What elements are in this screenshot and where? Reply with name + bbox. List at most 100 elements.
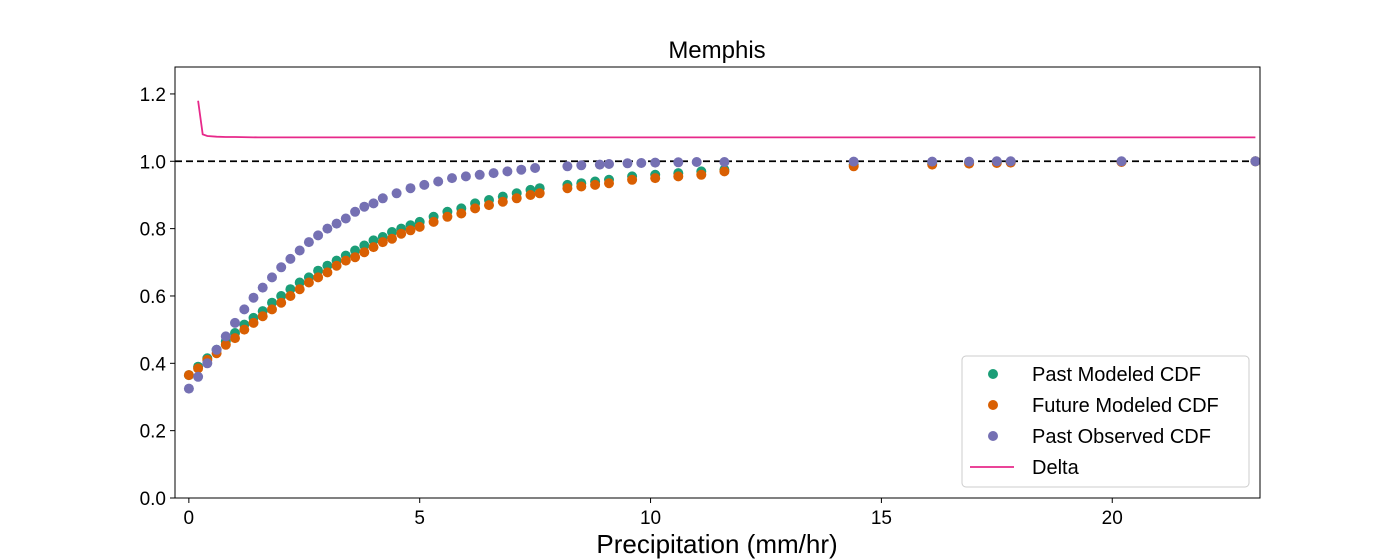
y-tick-label: 0.4	[140, 354, 167, 375]
legend-marker	[988, 400, 998, 410]
data-point	[433, 176, 444, 187]
data-point	[964, 156, 975, 167]
data-point	[359, 201, 370, 212]
legend-label: Past Observed CDF	[1032, 426, 1211, 448]
data-point	[719, 166, 730, 177]
plot-area	[175, 100, 1261, 394]
data-point	[927, 156, 938, 167]
data-point	[650, 157, 661, 168]
data-point	[230, 333, 240, 344]
legend-marker	[988, 431, 998, 441]
series-2	[183, 156, 1261, 394]
data-point	[322, 267, 333, 278]
data-point	[193, 363, 204, 374]
data-point	[442, 211, 453, 222]
data-point	[719, 157, 730, 167]
data-point	[220, 331, 231, 342]
x-tick-label: 0	[184, 508, 195, 529]
data-point	[331, 218, 342, 229]
data-point	[267, 304, 277, 315]
data-point	[447, 173, 457, 184]
data-point	[313, 230, 324, 241]
data-point	[696, 169, 707, 180]
legend-label: Future Modeled CDF	[1032, 395, 1219, 417]
x-axis: 0 5 10 15 20	[184, 498, 1123, 529]
data-point	[377, 193, 388, 204]
data-point	[576, 160, 587, 171]
data-point	[691, 157, 702, 167]
data-point	[257, 311, 268, 322]
data-point	[405, 225, 416, 236]
chart-title: Memphis	[668, 37, 765, 64]
data-point	[502, 166, 513, 177]
data-point	[1116, 156, 1127, 167]
x-tick-label: 10	[640, 508, 661, 529]
data-point	[636, 158, 647, 168]
data-point	[474, 169, 485, 180]
data-point	[673, 157, 684, 168]
data-point	[257, 282, 268, 293]
data-point	[359, 247, 370, 258]
data-point	[604, 178, 614, 189]
data-point	[276, 262, 287, 273]
legend-label: Past Modeled CDF	[1032, 364, 1201, 386]
x-tick-label: 20	[1102, 508, 1123, 529]
data-point	[248, 292, 259, 303]
data-point	[239, 304, 250, 315]
data-point	[340, 213, 351, 224]
legend-box	[961, 355, 1250, 488]
y-tick-label: 0.0	[140, 489, 166, 510]
data-point	[396, 228, 407, 239]
data-point	[673, 171, 684, 182]
delta-line	[197, 100, 1256, 139]
series-0	[183, 156, 1261, 381]
data-point	[350, 252, 361, 263]
data-point	[239, 324, 250, 335]
data-point	[267, 272, 277, 283]
data-point	[220, 339, 231, 350]
data-point	[1250, 156, 1261, 167]
data-point	[391, 188, 402, 199]
data-point	[202, 358, 213, 369]
data-point	[562, 161, 573, 172]
data-point	[414, 221, 425, 232]
data-point	[530, 163, 541, 173]
y-tick-label: 0.2	[140, 422, 166, 443]
data-point	[331, 260, 342, 271]
data-point	[848, 156, 859, 167]
data-point	[303, 237, 314, 248]
data-point	[594, 159, 605, 170]
data-point	[497, 196, 508, 207]
data-point	[590, 179, 601, 190]
data-point	[303, 277, 314, 288]
data-point	[183, 383, 194, 394]
data-point	[405, 183, 416, 194]
data-point	[576, 181, 587, 192]
data-point	[211, 344, 222, 355]
data-point	[419, 179, 430, 190]
data-point	[604, 159, 614, 169]
data-point	[368, 242, 379, 253]
data-point	[534, 188, 545, 199]
legend-marker	[988, 369, 998, 379]
data-point	[285, 291, 296, 301]
data-point	[470, 203, 481, 214]
data-point	[991, 156, 1002, 167]
y-tick-label: 0.6	[140, 287, 166, 308]
data-point	[294, 284, 305, 295]
legend: Past Modeled CDF Future Modeled CDF Past O…	[961, 355, 1250, 488]
data-point	[183, 370, 194, 381]
data-point	[350, 206, 361, 217]
data-point	[285, 253, 296, 264]
data-point	[460, 171, 471, 182]
data-point	[276, 297, 287, 308]
data-point	[516, 164, 527, 175]
data-point	[248, 317, 259, 328]
plot-frame	[174, 66, 1261, 499]
data-point	[1005, 156, 1016, 167]
x-tick-label: 5	[414, 508, 425, 529]
data-point	[484, 200, 494, 211]
data-point	[387, 233, 397, 244]
data-point	[193, 371, 204, 382]
data-point	[313, 272, 324, 283]
